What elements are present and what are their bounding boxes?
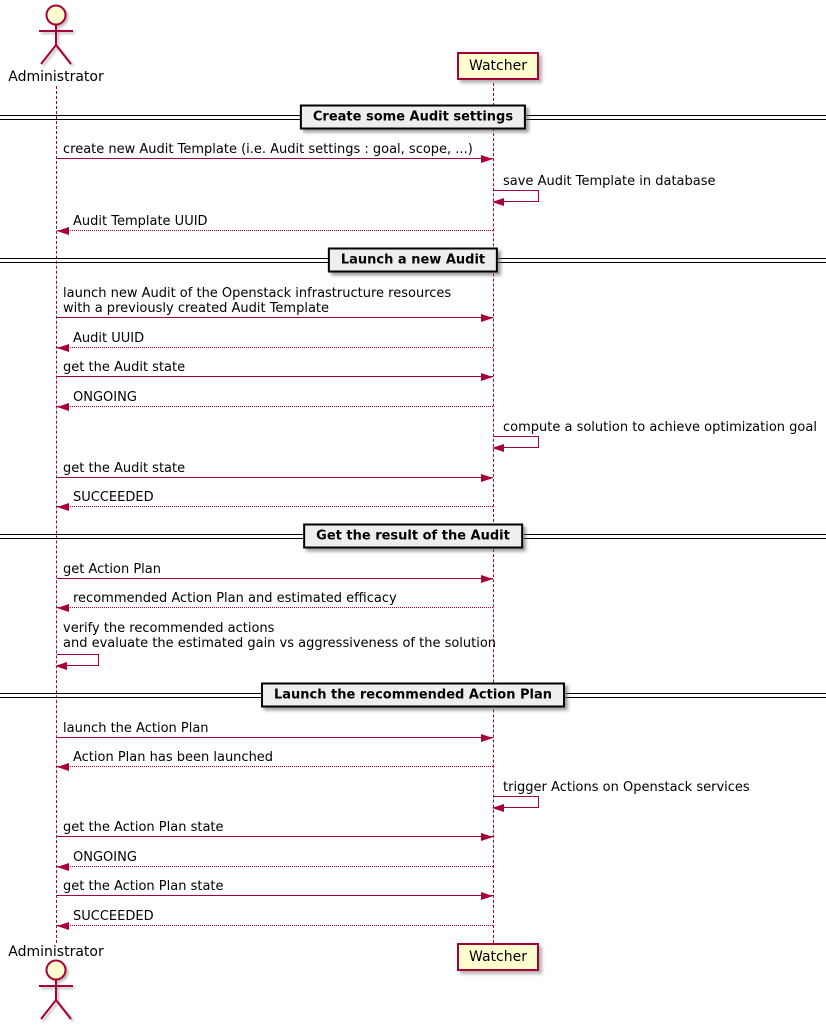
message-arrow: [57, 373, 493, 381]
self-message-label: save Audit Template in database: [503, 174, 716, 189]
message-label: get Action Plan: [63, 562, 161, 577]
lifeline-administrator: [56, 86, 57, 943]
message-arrow: [57, 833, 493, 841]
self-message-label: compute a solution to achieve optimizati…: [503, 420, 817, 435]
self-message-label: trigger Actions on Openstack services: [503, 780, 750, 795]
message-arrow: [57, 314, 493, 322]
arrowhead-left-icon: [57, 763, 69, 771]
message-label: get the Audit state: [63, 360, 186, 375]
message-label: Audit Template UUID: [73, 214, 208, 229]
arrowhead-left-icon: [57, 503, 69, 511]
arrowhead-left-icon: [492, 804, 504, 812]
message-label: SUCCEEDED: [73, 490, 154, 505]
arrowhead-left-icon: [55, 662, 67, 670]
arrowhead-right-icon: [481, 474, 493, 482]
arrowhead-right-icon: [481, 833, 493, 841]
message-label: Action Plan has been launched: [73, 750, 274, 765]
administrator-actor-icon: [39, 959, 73, 1020]
divider-launch-action-plan: Launch the recommended Action Plan: [260, 682, 566, 708]
message-arrow: [57, 575, 493, 583]
self-message-loop: [492, 190, 539, 206]
return-arrow: [57, 503, 493, 511]
watcher-participant-bottom: Watcher: [457, 943, 539, 971]
arrowhead-left-icon: [57, 403, 69, 411]
self-message-label: verify the recommended actions and evalu…: [63, 621, 497, 651]
arrowhead-left-icon: [57, 922, 69, 930]
return-arrow: [57, 863, 493, 871]
arrowhead-left-icon: [57, 863, 69, 871]
message-label: recommended Action Plan and estimated ef…: [73, 591, 397, 606]
arrowhead-right-icon: [481, 734, 493, 742]
message-label: create new Audit Template (i.e. Audit se…: [63, 142, 473, 157]
return-arrow: [57, 403, 493, 411]
return-arrow: [57, 344, 493, 352]
arrowhead-left-icon: [57, 604, 69, 612]
return-arrow: [57, 227, 493, 235]
arrowhead-right-icon: [481, 892, 493, 900]
administrator-label-top: Administrator: [8, 69, 104, 85]
self-message-loop: [492, 796, 539, 812]
divider-launch-new-audit: Launch a new Audit: [327, 247, 499, 273]
message-label: ONGOING: [73, 390, 137, 405]
lifeline-watcher: [493, 83, 494, 943]
self-message-loop: [492, 436, 539, 452]
arrowhead-left-icon: [57, 227, 69, 235]
arrowhead-right-icon: [481, 575, 493, 583]
message-label: SUCCEEDED: [73, 909, 154, 924]
message-label: get the Action Plan state: [63, 879, 224, 894]
message-label: get the Audit state: [63, 461, 186, 476]
self-message-loop: [55, 654, 99, 670]
return-arrow: [57, 922, 493, 930]
message-label: Audit UUID: [73, 331, 145, 346]
message-arrow: [57, 474, 493, 482]
arrowhead-right-icon: [481, 314, 493, 322]
return-arrow: [57, 604, 493, 612]
message-label: ONGOING: [73, 850, 137, 865]
message-arrow: [57, 892, 493, 900]
divider-create-audit-settings: Create some Audit settings: [299, 104, 527, 130]
message-label: launch the Action Plan: [63, 721, 209, 736]
return-arrow: [57, 763, 493, 771]
message-arrow: [57, 734, 493, 742]
arrowhead-left-icon: [57, 344, 69, 352]
message-label: launch new Audit of the Openstack infras…: [63, 286, 452, 316]
administrator-label-bottom: Administrator: [8, 944, 104, 960]
divider-get-audit-result: Get the result of the Audit: [303, 523, 523, 549]
message-label: get the Action Plan state: [63, 820, 224, 835]
arrowhead-left-icon: [492, 444, 504, 452]
watcher-participant-top: Watcher: [457, 52, 539, 80]
message-arrow: [57, 155, 493, 163]
arrowhead-right-icon: [481, 155, 493, 163]
arrowhead-left-icon: [492, 198, 504, 206]
arrowhead-right-icon: [481, 373, 493, 381]
administrator-actor-icon: [39, 4, 73, 65]
